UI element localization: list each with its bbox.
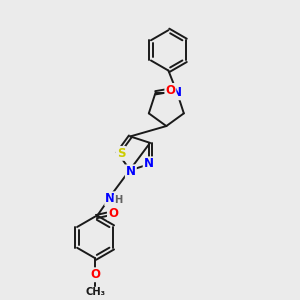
Text: CH₃: CH₃ xyxy=(85,287,105,297)
Text: N: N xyxy=(172,86,182,99)
Text: O: O xyxy=(90,268,100,281)
Text: O: O xyxy=(108,206,118,220)
Text: O: O xyxy=(165,84,176,97)
Text: N: N xyxy=(126,165,136,178)
Text: N: N xyxy=(144,157,154,170)
Text: N: N xyxy=(105,192,115,205)
Text: S: S xyxy=(117,147,125,160)
Text: H: H xyxy=(114,195,122,205)
